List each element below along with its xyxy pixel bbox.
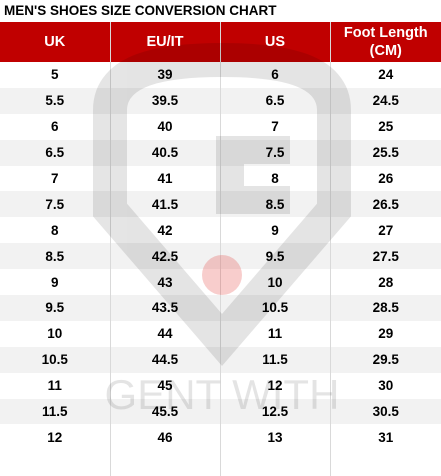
table-cell: 9.5 [0,295,111,321]
empty-cell [330,450,441,476]
table-row: 8 42 9 27 [0,217,441,244]
header-text: US [264,34,286,50]
header-cell: US [220,22,331,62]
table-cell: 39.5 [110,87,221,114]
table-cell: 46 [110,424,221,451]
table-cell: 27.5 [330,243,441,270]
table-cell: 9.5 [220,243,331,270]
table-cell: 11.5 [0,398,111,425]
table-cell: 11.5 [220,346,331,373]
table-cell: 5 [0,62,111,88]
table-cell: 31 [378,429,394,445]
empty-cell [110,450,221,476]
header-cell: UK [0,22,111,62]
table-cell: 6 [0,113,111,140]
table-cell: 6.5 [0,139,111,166]
table-cell: 10.5 [0,346,111,373]
table-cell: 6 [220,62,331,88]
table-row: 11.5 45.5 12.5 30.5 [0,398,441,425]
table-cell: 13 [220,424,331,451]
table-cell: 43 [110,269,221,296]
table-cell: 8.5 [220,191,331,218]
table-cell: 25 [378,119,394,135]
table-cell: 40 [110,113,221,140]
table-cell: 8 [220,165,331,192]
table-row: 12 46 13 31 [0,424,441,451]
table-cell: 12 [0,424,111,451]
header-text: UK [44,34,66,50]
table-cell: 7.5 [220,139,331,166]
table-cell: 9 [0,269,111,296]
table-cell: 30 [378,378,394,394]
table-cell: 10 [0,320,111,347]
table-row: 8.5 42.5 9.5 27.5 [0,243,441,270]
table-row: 7 41 8 26 [0,165,441,192]
table-row: 10.5 44.5 11.5 29.5 [0,346,441,373]
table-cell: 28 [378,274,394,290]
table-cell: 12.5 [220,398,331,425]
table-cell: 41 [110,165,221,192]
table-cell: 29 [378,326,394,342]
table-cell: 9 [220,217,331,244]
table-cell: 29.5 [330,346,441,373]
table-cell: 45 [110,372,221,399]
table-row: 10 44 11 29 [0,320,441,347]
table-cell: 40.5 [110,139,221,166]
table-cell: 44.5 [110,346,221,373]
table-cell: 11 [220,320,331,347]
chart-title: MEN'S SHOES SIZE CONVERSION CHART [4,3,277,18]
table-cell: 11 [0,372,111,399]
table-cell: 6.5 [220,87,331,114]
header-text: EU/IT [146,34,184,50]
table-cell: 43.5 [110,295,221,321]
table-row: 11 45 12 30 [0,372,441,399]
table-cell: 30.5 [330,398,441,425]
table-cell: 27 [378,222,394,238]
table-row: 5 39 6 24 [0,62,441,88]
table-cell: 5.5 [0,87,111,114]
table-row: 5.5 39.5 6.5 24.5 [0,87,441,114]
empty-cell [220,450,331,476]
table-cell: 8 [0,217,111,244]
table-cell: 44 [110,320,221,347]
empty-row [0,450,441,476]
table-cell: 26 [378,171,394,186]
size-table: UK EU/IT US Foot Length (CM) 5 39 6 24 5.5 39.5 6… [0,22,441,476]
empty-cell [0,450,111,476]
table-body: 5 39 6 24 5.5 39.5 6.5 24.5 6 40 7 25 6.5 40.5 7.5 25.5… [0,62,441,476]
table-row: 9.5 43.5 10.5 28.5 [0,295,441,321]
table-cell: 42.5 [110,243,221,270]
table-cell: 24.5 [330,87,441,114]
table-cell: 45.5 [110,398,221,425]
table-row: 7.5 41.5 8.5 26.5 [0,191,441,218]
table-cell: 42 [110,217,221,244]
table-cell: 26.5 [330,191,441,218]
table-cell: 8.5 [0,243,111,270]
header-cell: EU/IT [110,22,221,62]
header-cell: Foot Length (CM) [330,22,441,62]
table-cell: 7 [220,113,331,140]
table-cell: 10 [220,269,331,296]
table-cell: 41.5 [110,191,221,218]
table-cell: 7.5 [0,191,111,218]
table-cell: 39 [110,62,221,88]
table-cell: 7 [0,165,111,192]
table-row: 6 40 7 25 [0,113,441,140]
table-row: 6.5 40.5 7.5 25.5 [0,139,441,166]
header-text: Foot Length (CM) [343,25,428,59]
table-cell: 12 [220,372,331,399]
table-cell: 28.5 [330,295,441,321]
table-cell: 10.5 [220,295,331,321]
header-row: UK EU/IT US Foot Length (CM) [0,22,441,62]
table-cell: 24 [378,67,394,83]
table-row: 9 43 10 28 [0,269,441,296]
table-cell: 25.5 [330,139,441,166]
